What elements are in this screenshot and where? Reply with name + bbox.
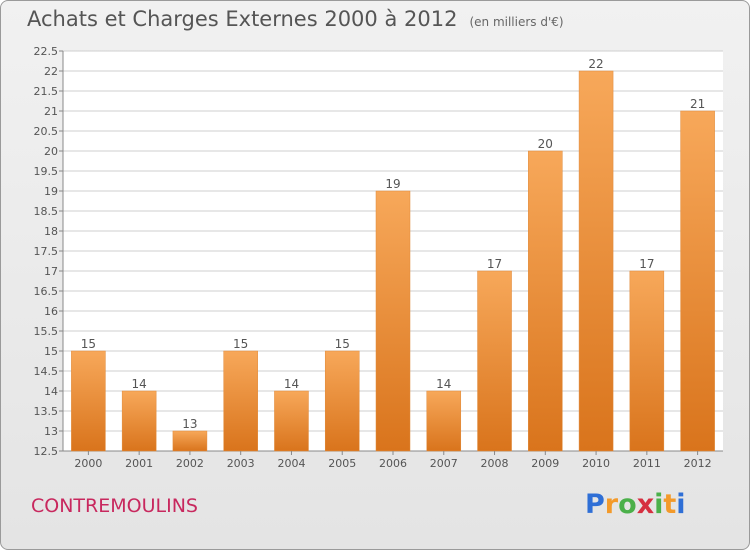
x-tick-label: 2002	[176, 457, 204, 470]
y-tick-label: 13	[44, 425, 58, 438]
y-tick-label: 14.5	[34, 365, 59, 378]
y-tick-label: 15	[44, 345, 58, 358]
bar-2001	[121, 390, 157, 452]
x-tick-label: 2009	[531, 457, 559, 470]
y-tick-label: 14	[44, 385, 58, 398]
bar-value-label: 13	[182, 417, 197, 431]
y-tick-label: 16	[44, 305, 58, 318]
bar-2005	[324, 350, 360, 452]
y-tick-label: 22.5	[34, 45, 59, 58]
x-tick-label: 2012	[684, 457, 712, 470]
y-tick-label: 17.5	[34, 245, 59, 258]
bar-2012	[680, 110, 715, 452]
bar-value-label: 19	[385, 177, 400, 191]
bar-value-label: 17	[487, 257, 502, 271]
bar-2002	[172, 430, 208, 452]
chart-title: Achats et Charges Externes 2000 à 2012 (e…	[27, 7, 564, 31]
y-tick-label: 16.5	[34, 285, 59, 298]
bar-value-label: 15	[81, 337, 96, 351]
bar-2008	[477, 270, 512, 452]
x-tick-label: 2003	[227, 457, 255, 470]
bar-value-label: 17	[639, 257, 654, 271]
bar-2007	[426, 390, 462, 452]
bar-2004	[274, 390, 309, 452]
chart-unit: (en milliers d'€)	[469, 15, 564, 29]
commune-name: CONTREMOULINS	[31, 495, 198, 517]
bar-value-label: 14	[132, 377, 147, 391]
y-tick-label: 12.5	[34, 445, 59, 458]
chart-title-text: Achats et Charges Externes 2000 à 2012	[27, 7, 458, 31]
x-tick-label: 2000	[74, 457, 102, 470]
x-tick-label: 2008	[481, 457, 509, 470]
x-tick-label: 2007	[430, 457, 458, 470]
x-tick-label: 2010	[582, 457, 610, 470]
y-tick-label: 21	[44, 105, 58, 118]
bar-2010	[578, 70, 614, 452]
y-tick-label: 18	[44, 225, 58, 238]
bar-2003	[223, 350, 258, 452]
bar-value-label: 20	[538, 137, 553, 151]
bar-value-label: 15	[233, 337, 248, 351]
bar-value-label: 14	[436, 377, 451, 391]
bar-value-label: 21	[690, 97, 705, 111]
bar-2006	[375, 190, 411, 452]
bar-value-label: 14	[284, 377, 299, 391]
x-tick-label: 2011	[633, 457, 661, 470]
y-tick-label: 15.5	[34, 325, 59, 338]
y-tick-label: 17	[44, 265, 58, 278]
y-tick-label: 21.5	[34, 85, 59, 98]
bar-2000	[71, 350, 106, 452]
y-tick-label: 18.5	[34, 205, 59, 218]
bar-2011	[629, 270, 665, 452]
y-tick-label: 19.5	[34, 165, 59, 178]
x-tick-label: 2004	[277, 457, 305, 470]
x-tick-label: 2005	[328, 457, 356, 470]
y-tick-label: 13.5	[34, 405, 59, 418]
proxiti-logo: Proxiti	[585, 489, 686, 520]
bar-value-label: 15	[335, 337, 350, 351]
y-tick-label: 20.5	[34, 125, 59, 138]
x-tick-label: 2001	[125, 457, 153, 470]
y-tick-label: 20	[44, 145, 58, 158]
bar-2009	[528, 150, 563, 452]
x-tick-label: 2006	[379, 457, 407, 470]
bar-value-label: 22	[588, 57, 603, 71]
y-tick-label: 19	[44, 185, 58, 198]
y-tick-label: 22	[44, 65, 58, 78]
